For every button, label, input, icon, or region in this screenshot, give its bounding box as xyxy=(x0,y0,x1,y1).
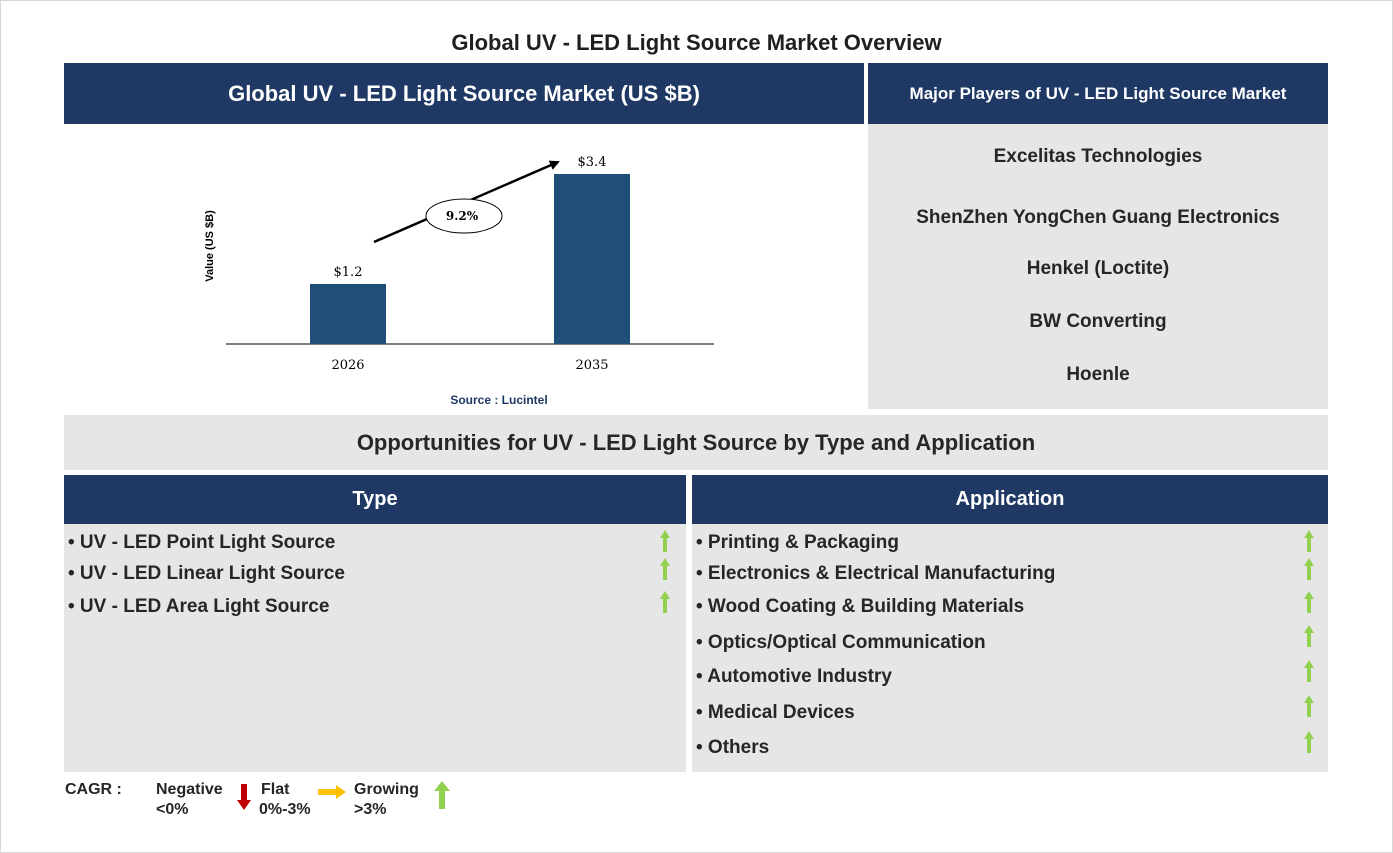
growing-arrow-icon xyxy=(660,558,670,580)
opportunities-title: Opportunities for UV - LED Light Source … xyxy=(64,415,1328,470)
legend-flat: Flat 0%-3% xyxy=(259,780,311,820)
cagr-ellipse xyxy=(425,198,503,234)
growing-arrow-icon xyxy=(1304,625,1314,647)
application-item: • Wood Coating & Building Materials xyxy=(696,596,1025,617)
player-item: ShenZhen YongChen Guang Electronics xyxy=(916,207,1280,228)
player-item: Excelitas Technologies xyxy=(993,146,1203,167)
negative-arrow-icon xyxy=(237,784,251,810)
legend-growing-range: >3% xyxy=(354,801,387,818)
x-tick-label: 2026 xyxy=(331,358,364,373)
bar-2035 xyxy=(554,174,630,344)
y-axis-label: Value (US $B) xyxy=(204,210,216,282)
legend-negative-range: <0% xyxy=(156,801,189,818)
player-item: Henkel (Loctite) xyxy=(1026,258,1170,279)
application-item: • Printing & Packaging xyxy=(696,532,900,553)
x-tick-label: 2035 xyxy=(575,358,608,373)
major-players-header: Major Players of UV - LED Light Source M… xyxy=(868,63,1328,124)
flat-arrow-icon xyxy=(318,785,346,799)
legend-growing: Growing >3% xyxy=(354,780,419,820)
growing-arrow-icon xyxy=(1304,591,1314,613)
player-item: Hoenle xyxy=(1066,364,1130,385)
bar-value-label: $3.4 xyxy=(578,155,607,170)
bar-value-label: $1.2 xyxy=(334,265,363,280)
legend-flat-label: Flat xyxy=(261,781,290,798)
growing-arrow-icon xyxy=(1304,530,1314,552)
legend-negative-label: Negative xyxy=(156,781,223,798)
legend-flat-range: 0%-3% xyxy=(259,801,311,818)
type-header: Type xyxy=(64,475,686,524)
type-item: • UV - LED Linear Light Source xyxy=(68,563,345,584)
application-item: • Others xyxy=(696,737,770,758)
application-item: • Electronics & Electrical Manufacturing xyxy=(696,563,1056,584)
growing-arrow-icon xyxy=(1304,558,1314,580)
growing-arrow-icon xyxy=(1304,731,1314,753)
type-panel: • UV - LED Point Light Source • UV - LED… xyxy=(64,524,686,772)
application-panel: • Printing & Packaging • Electronics & E… xyxy=(692,524,1328,772)
page-title: Global UV - LED Light Source Market Over… xyxy=(451,30,942,55)
cagr-legend-label: CAGR : xyxy=(65,781,122,798)
market-size-header: Global UV - LED Light Source Market (US … xyxy=(64,63,864,124)
growing-arrow-icon xyxy=(1304,695,1314,717)
application-item: • Medical Devices xyxy=(696,702,855,723)
growing-arrow-icon xyxy=(660,530,670,552)
cagr-label: 9.2% xyxy=(446,209,479,223)
major-players-panel: Excelitas Technologies ShenZhen YongChen… xyxy=(868,124,1328,409)
market-chart-panel: Value (US $B) $1.2 2026 $3.4 2035 9.2% Sour… xyxy=(64,124,864,409)
bar-2026 xyxy=(310,284,386,344)
growing-arrow-icon xyxy=(434,781,450,809)
application-item: • Optics/Optical Communication xyxy=(696,632,986,653)
market-bar-chart: Value (US $B) $1.2 2026 $3.4 2035 9.2% Sour… xyxy=(204,155,714,407)
legend-negative: Negative <0% xyxy=(156,780,223,820)
bars-layer: $1.2 2026 $3.4 2035 xyxy=(310,155,630,373)
source-label: Source : Lucintel xyxy=(450,393,547,407)
type-item: • UV - LED Area Light Source xyxy=(68,596,330,617)
application-item: • Automotive Industry xyxy=(696,666,892,687)
growing-arrow-icon xyxy=(660,591,670,613)
application-header: Application xyxy=(692,475,1328,524)
legend-growing-label: Growing xyxy=(354,781,419,798)
player-item: BW Converting xyxy=(1029,311,1167,332)
growing-arrow-icon xyxy=(1304,660,1314,682)
type-item: • UV - LED Point Light Source xyxy=(68,532,336,553)
